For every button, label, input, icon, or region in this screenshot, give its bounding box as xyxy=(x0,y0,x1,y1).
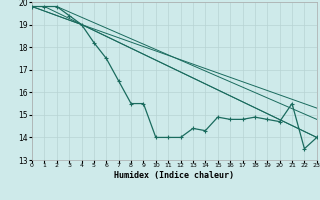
X-axis label: Humidex (Indice chaleur): Humidex (Indice chaleur) xyxy=(115,171,234,180)
